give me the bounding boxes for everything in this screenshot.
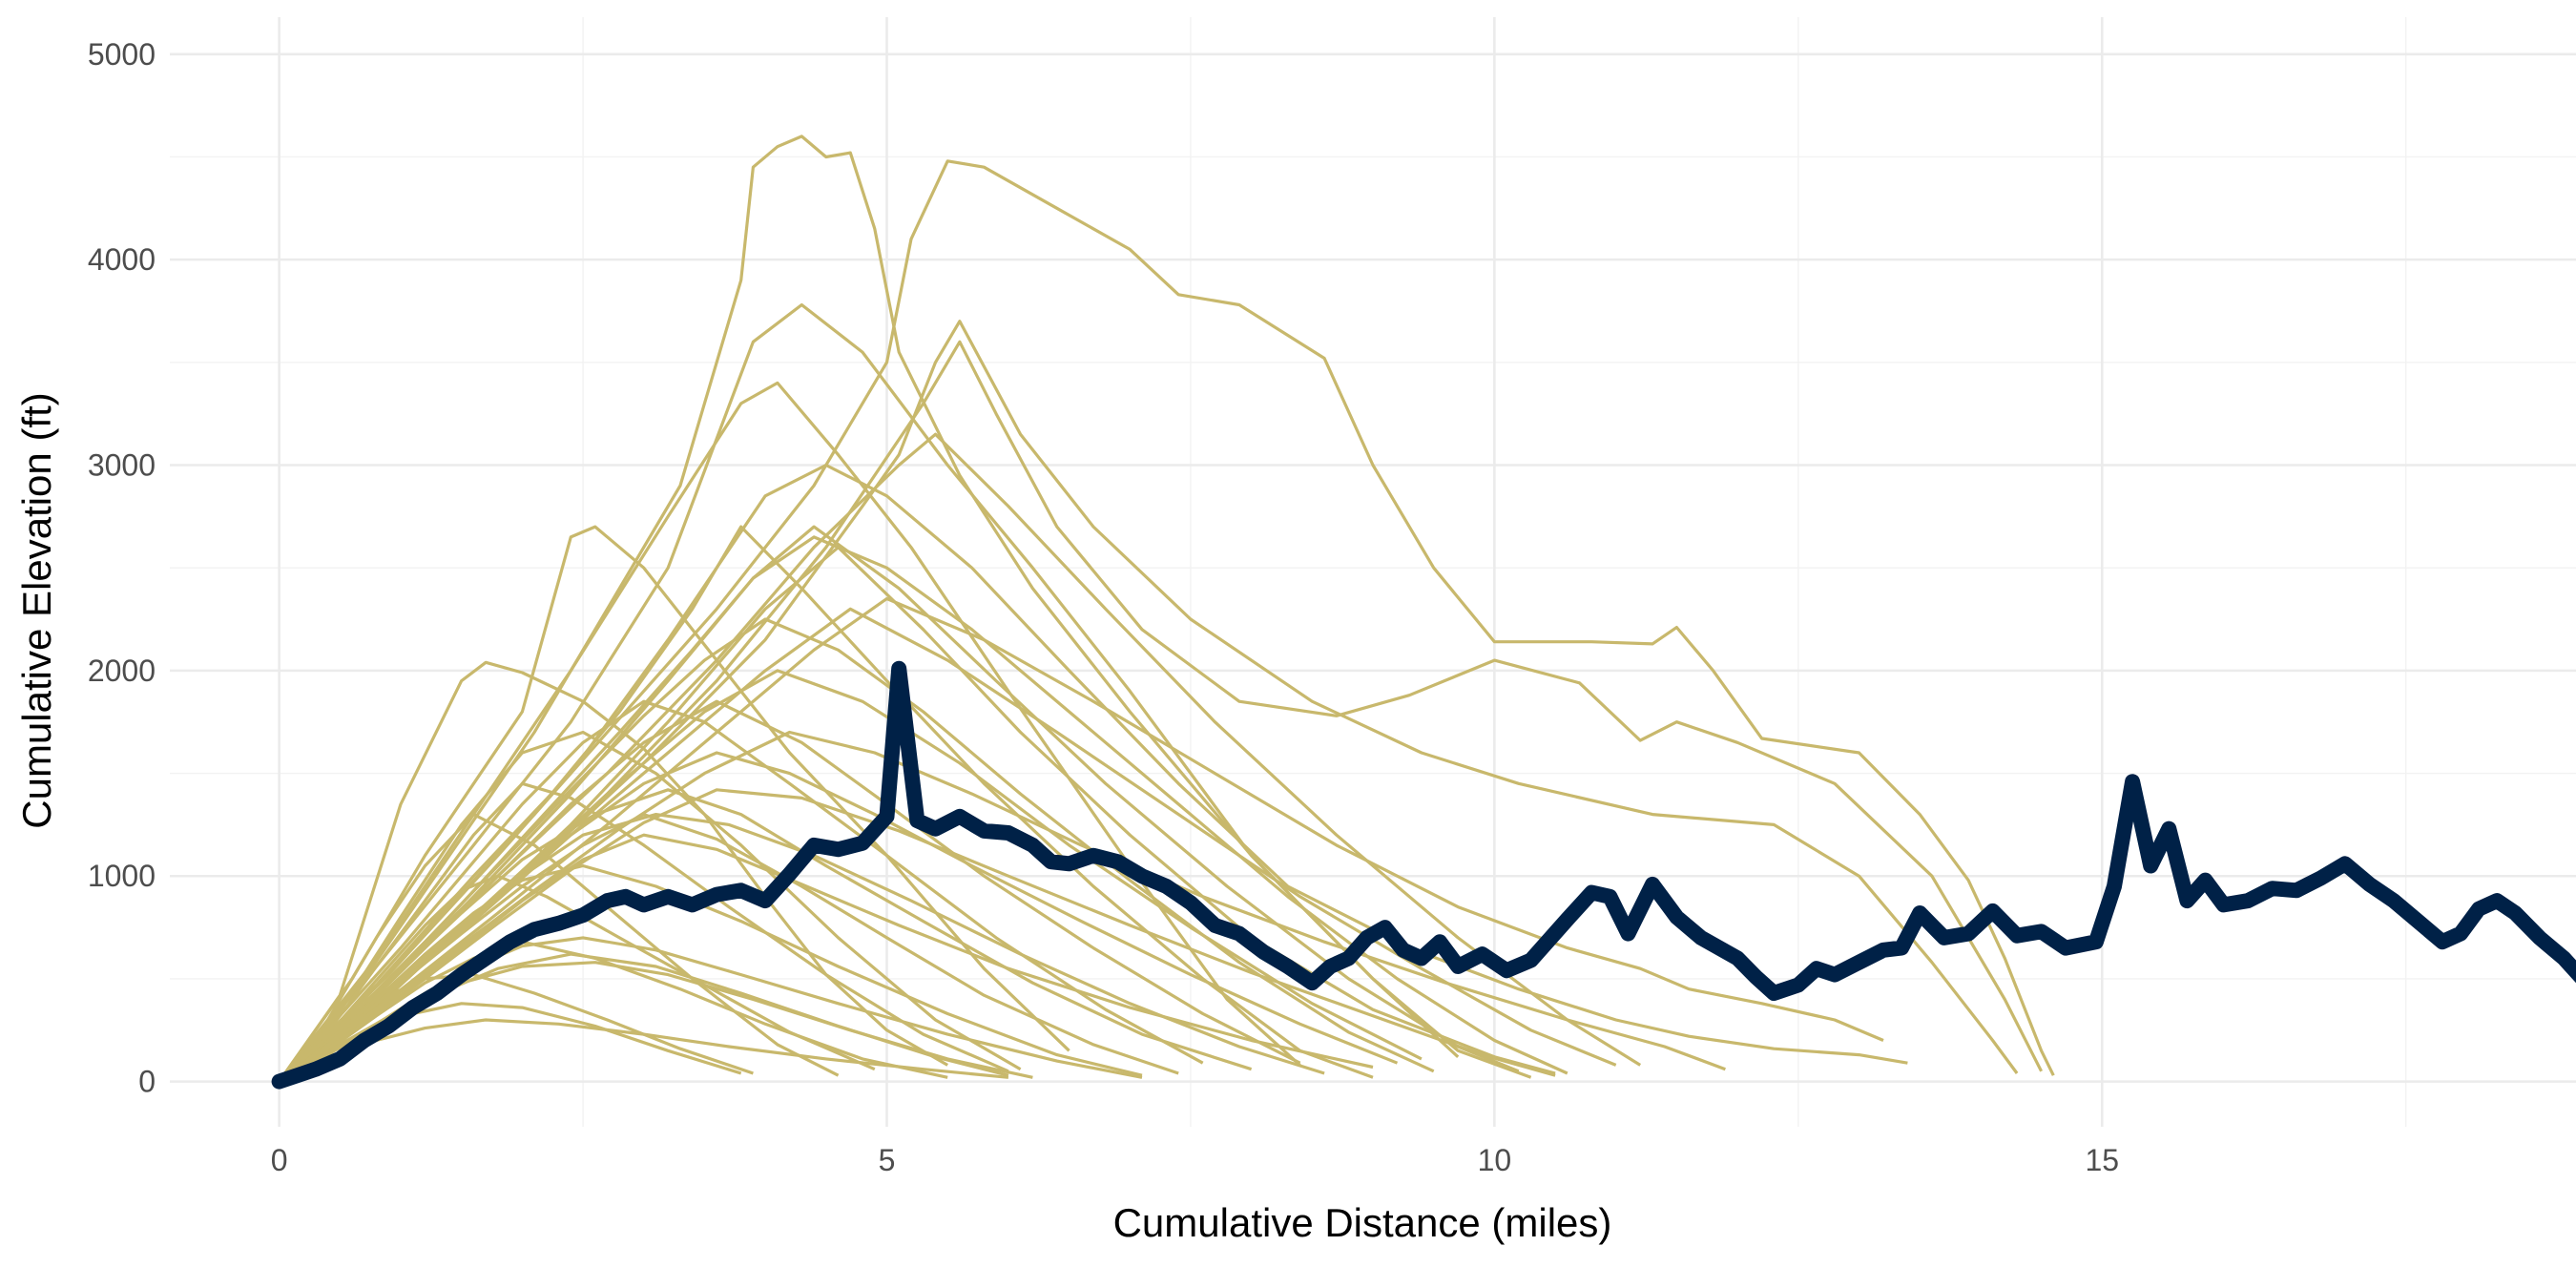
series-layer: [278, 135, 2055, 1084]
route-line-35: [278, 788, 1556, 1083]
route-line-22: [278, 788, 1253, 1083]
x-axis-title: Cumulative Distance (miles): [1113, 1200, 1612, 1245]
y-tick-label: 4000: [88, 242, 156, 277]
y-axis-title: Cumulative Elevation (ft): [14, 392, 59, 829]
y-tick-label: 2000: [88, 654, 156, 688]
route-line-34: [278, 596, 1884, 1083]
x-tick-label: 0: [271, 1143, 288, 1177]
route-line-7: [278, 320, 2019, 1083]
route-line-38: [278, 535, 1568, 1083]
route-line-37: [278, 961, 1033, 1083]
x-tick-label: 5: [879, 1143, 896, 1177]
route-line-2: [278, 525, 1070, 1083]
y-tick-label: 3000: [88, 448, 156, 483]
x-tick-label: 15: [2085, 1143, 2119, 1177]
y-tick-labels: 0 1000 2000 3000 4000 5000: [88, 37, 156, 1099]
y-tick-label: 0: [138, 1065, 156, 1099]
route-line-31: [278, 730, 1726, 1083]
route-line-6: [278, 159, 2055, 1083]
route-line-20: [278, 699, 1204, 1083]
highlighted-route-line: [271, 660, 2576, 1090]
route-line-11: [278, 730, 1022, 1083]
route-line-8: [278, 340, 2044, 1083]
x-tick-label: 10: [1478, 1143, 1512, 1177]
route-line-28: [278, 813, 1325, 1083]
route-line-18: [278, 432, 1642, 1083]
route-line-13: [278, 525, 1374, 1083]
route-line-5: [278, 135, 1532, 1083]
x-tick-labels: 0 5 10 15: [271, 1143, 2119, 1177]
route-line-26: [278, 751, 1399, 1083]
route-line-19: [278, 525, 1520, 1083]
y-tick-label: 1000: [88, 859, 156, 893]
route-line-21: [278, 781, 1009, 1083]
y-tick-label: 5000: [88, 37, 156, 72]
route-line-9: [278, 463, 1908, 1083]
route-line-4: [278, 302, 1460, 1083]
highlight-layer: [271, 660, 2576, 1090]
route-line-25: [278, 607, 1617, 1083]
